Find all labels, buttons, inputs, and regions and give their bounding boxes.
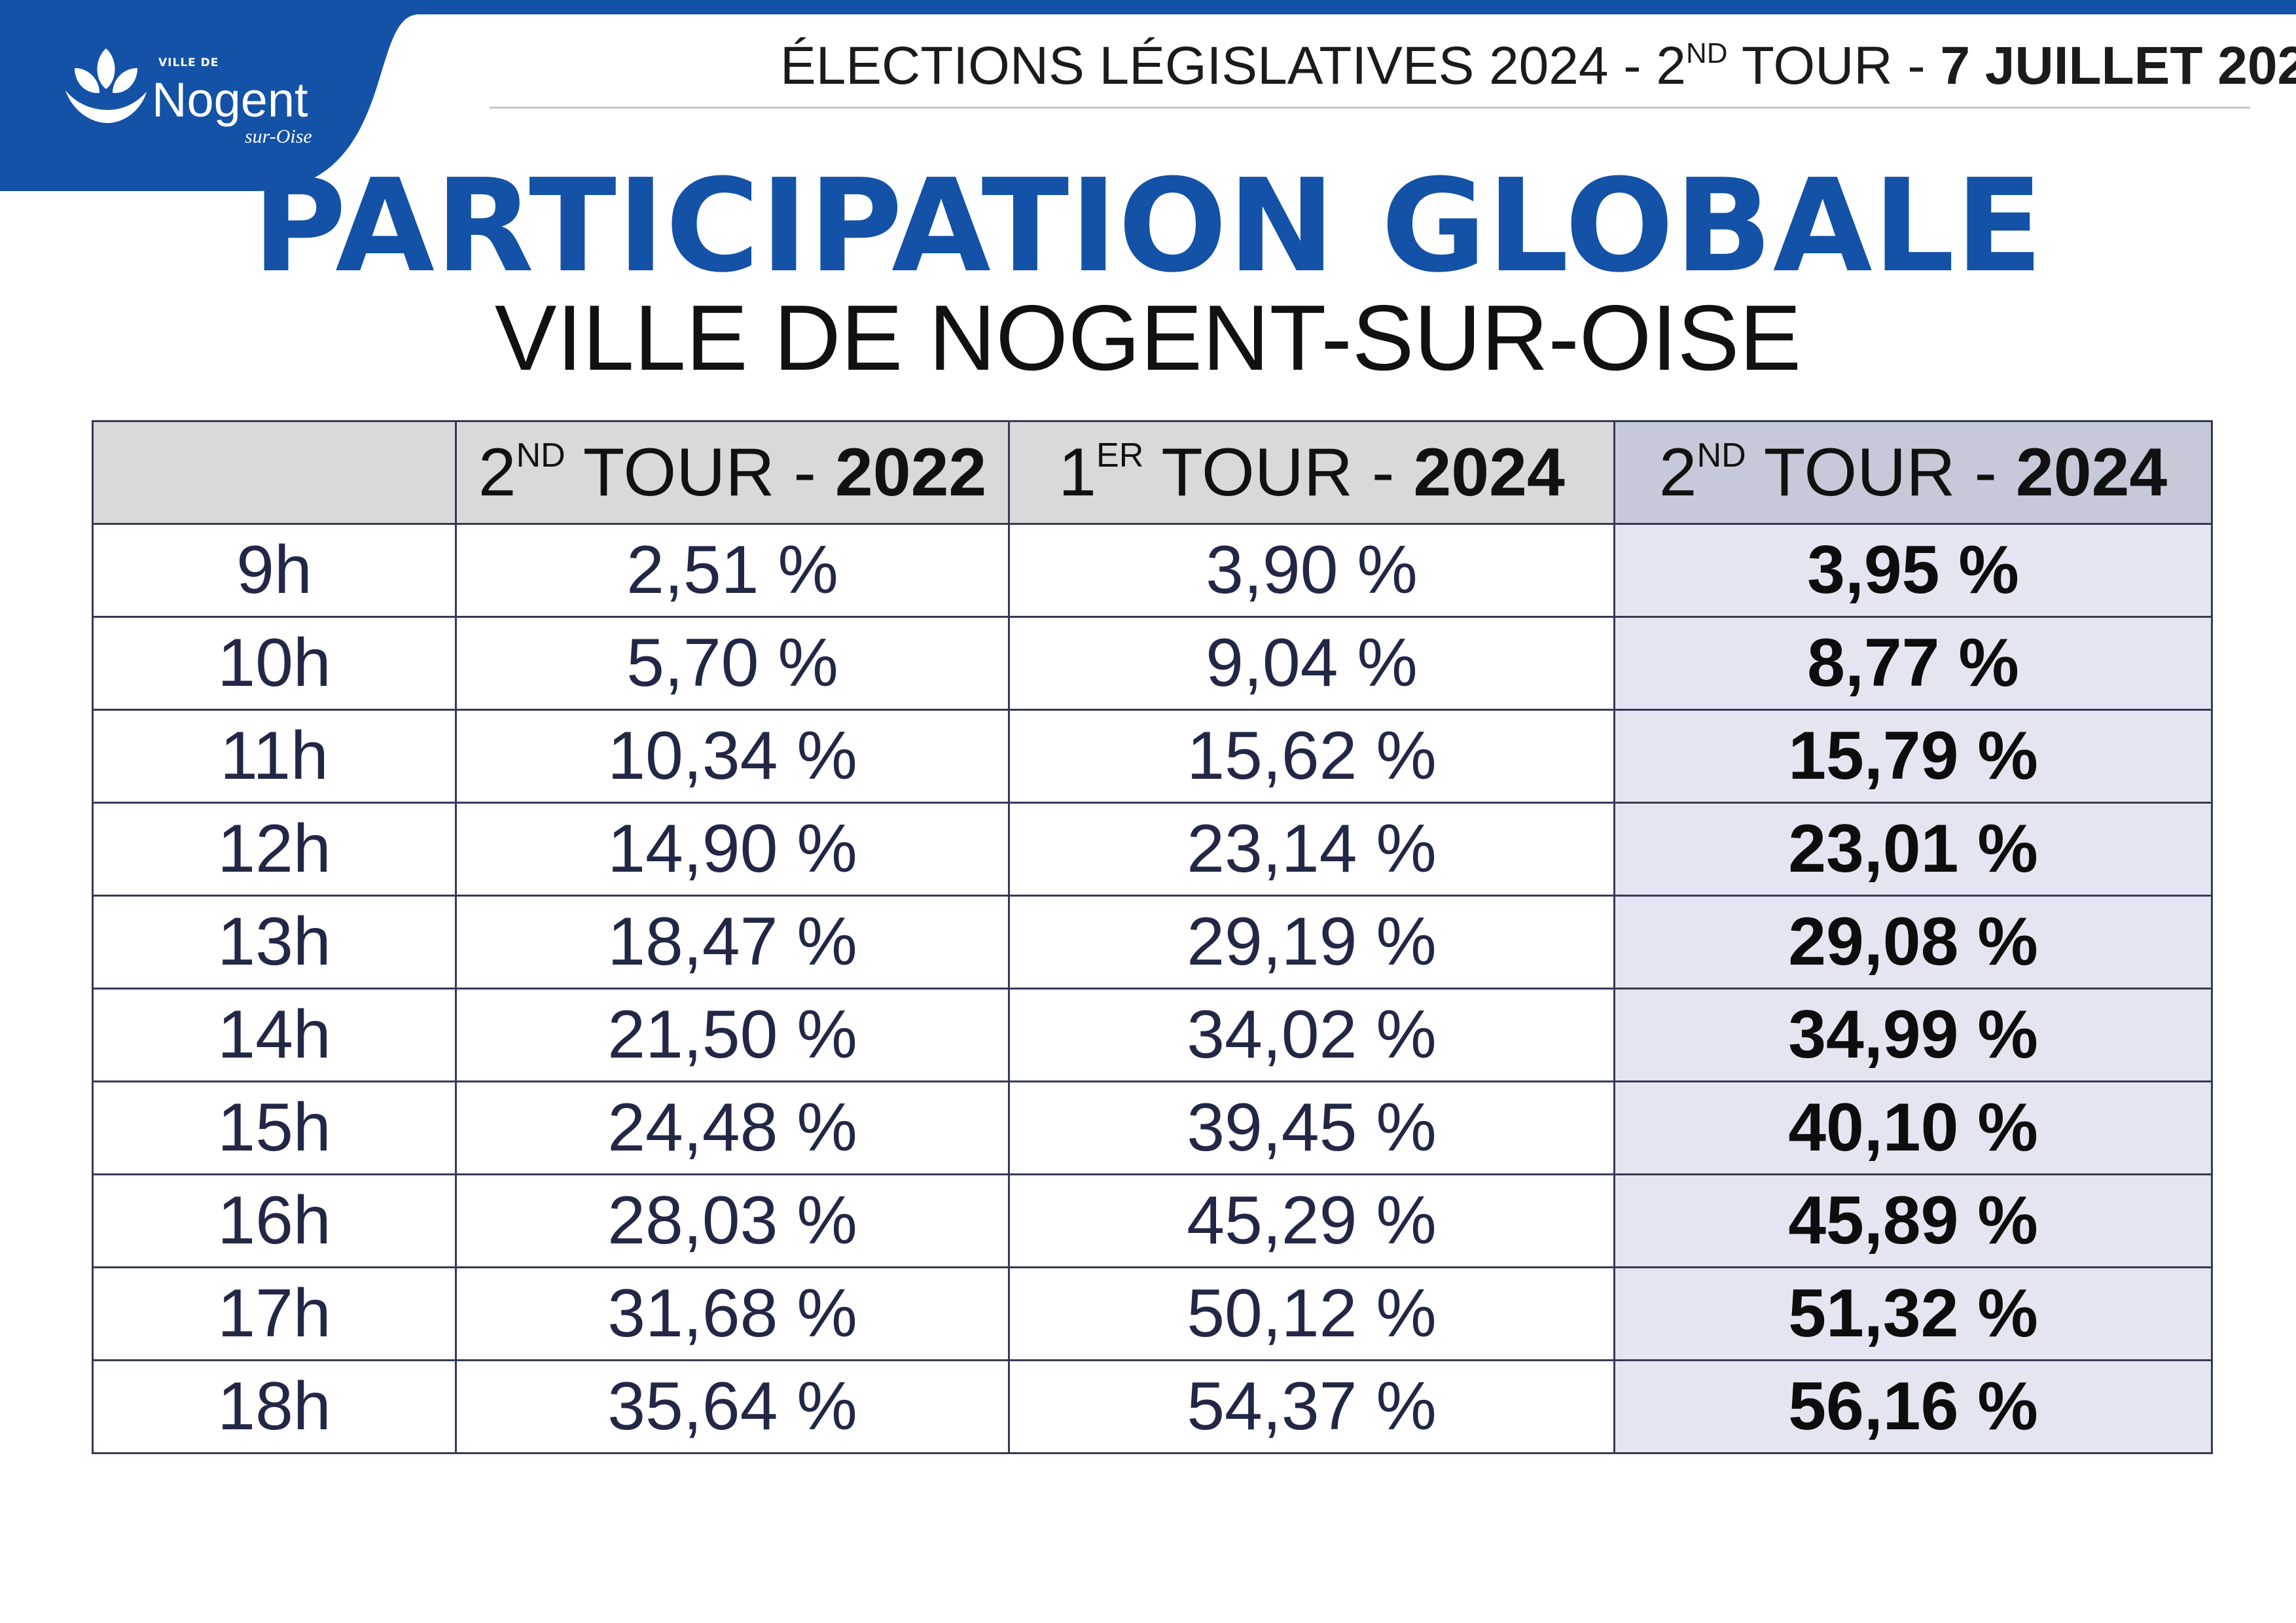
- current-round-value: 56,16 %: [1613, 1359, 2213, 1454]
- table-row: 16h 28,03 % 45,29 % 45,89 %: [92, 1173, 2213, 1268]
- participation-table: 2ND TOUR - 2022 1ER TOUR - 2024 2ND TOUR…: [92, 420, 2213, 1454]
- participation-value: 28,03 %: [455, 1173, 1010, 1268]
- header-middle: TOUR -: [1727, 36, 1941, 96]
- hour-label: 12h: [92, 802, 457, 897]
- current-round-value: 51,32 %: [1613, 1266, 2213, 1361]
- participation-value: 35,64 %: [455, 1359, 1010, 1454]
- table-row: 18h 35,64 % 54,37 % 56,16 %: [92, 1359, 2213, 1454]
- header-cell-tour1-2024: 1ER TOUR - 2024: [1008, 420, 1615, 525]
- participation-value: 39,45 %: [1008, 1080, 1615, 1175]
- header-prefix: ÉLECTIONS LÉGISLATIVES 2024 - 2: [780, 36, 1686, 96]
- header-divider: [490, 107, 2250, 109]
- participation-value: 15,62 %: [1008, 709, 1615, 804]
- participation-value: 54,37 %: [1008, 1359, 1615, 1454]
- participation-value: 29,19 %: [1008, 895, 1615, 990]
- logo-sub: sur-Oise: [245, 126, 312, 147]
- table-row: 10h 5,70 % 9,04 % 8,77 %: [92, 616, 2213, 711]
- header-tour-sup: ND: [1685, 37, 1728, 69]
- table-row: 12h 14,90 % 23,14 % 23,01 %: [92, 802, 2213, 897]
- hour-label: 15h: [92, 1080, 457, 1175]
- hour-label: 13h: [92, 895, 457, 990]
- current-round-value: 23,01 %: [1613, 802, 2213, 897]
- current-round-value: 8,77 %: [1613, 616, 2213, 711]
- participation-value: 9,04 %: [1008, 616, 1615, 711]
- logo-panel: [0, 0, 419, 191]
- participation-value: 23,14 %: [1008, 802, 1615, 897]
- participation-value: 31,68 %: [455, 1266, 1010, 1361]
- participation-value: 34,02 %: [1008, 988, 1615, 1082]
- participation-value: 50,12 %: [1008, 1266, 1615, 1361]
- page-title: PARTICIPATION GLOBALE: [252, 152, 2044, 301]
- current-round-value: 15,79 %: [1613, 709, 2213, 804]
- current-round-value: 29,08 %: [1613, 895, 2213, 990]
- current-round-value: 34,99 %: [1613, 988, 2213, 1082]
- participation-value: 10,34 %: [455, 709, 1010, 804]
- current-round-value: 45,89 %: [1613, 1173, 2213, 1268]
- table-row: 14h 21,50 % 34,02 % 34,99 %: [92, 988, 2213, 1082]
- participation-value: 14,90 %: [455, 802, 1010, 897]
- participation-value: 5,70 %: [455, 616, 1010, 711]
- participation-value: 45,29 %: [1008, 1173, 1615, 1268]
- header-date: 7 JUILLET 2024: [1940, 36, 2296, 96]
- current-round-value: 3,95 %: [1613, 523, 2213, 618]
- participation-value: 21,50 %: [455, 988, 1010, 1082]
- top-brand-band: [0, 0, 2296, 14]
- current-round-value: 40,10 %: [1613, 1080, 2213, 1175]
- hour-label: 17h: [92, 1266, 457, 1361]
- participation-table-body: 9h 2,51 % 3,90 % 3,95 % 10h 5,70 % 9,04 % 8,77 …: [92, 523, 2213, 1454]
- header-cell-empty: [92, 420, 457, 525]
- hour-label: 11h: [92, 709, 457, 804]
- hour-label: 16h: [92, 1173, 457, 1268]
- table-row: 11h 10,34 % 15,62 % 15,79 %: [92, 709, 2213, 804]
- participation-value: 18,47 %: [455, 895, 1010, 990]
- hour-label: 14h: [92, 988, 457, 1082]
- header-cell-tour2-2024: 2ND TOUR - 2024: [1613, 420, 2213, 525]
- hour-label: 18h: [92, 1359, 457, 1454]
- participation-value: 3,90 %: [1008, 523, 1615, 618]
- table-row: 13h 18,47 % 29,19 % 29,08 %: [92, 895, 2213, 990]
- logo-name: Nogent: [152, 73, 308, 127]
- participation-value: 2,51 %: [455, 523, 1010, 618]
- hour-label: 10h: [92, 616, 457, 711]
- table-row: 17h 31,68 % 50,12 % 51,32 %: [92, 1266, 2213, 1361]
- hour-label: 9h: [92, 523, 457, 618]
- city-logo: VILLE DE Nogent sur-Oise: [60, 39, 335, 157]
- election-header: ÉLECTIONS LÉGISLATIVES 2024 - 2ND TOUR -…: [780, 35, 2296, 97]
- participation-value: 24,48 %: [455, 1080, 1010, 1175]
- table-row: 15h 24,48 % 39,45 % 40,10 %: [92, 1080, 2213, 1175]
- page-subtitle: VILLE DE NOGENT-SUR-OISE: [494, 286, 1802, 390]
- table-header-row: 2ND TOUR - 2022 1ER TOUR - 2024 2ND TOUR…: [92, 420, 2213, 525]
- table-row: 9h 2,51 % 3,90 % 3,95 %: [92, 523, 2213, 618]
- logo-ville-de: VILLE DE: [158, 56, 219, 69]
- nogent-leaf-logo-icon: [65, 48, 147, 123]
- header-cell-tour2-2022: 2ND TOUR - 2022: [455, 420, 1010, 525]
- logo-panel-shape: [0, 0, 419, 191]
